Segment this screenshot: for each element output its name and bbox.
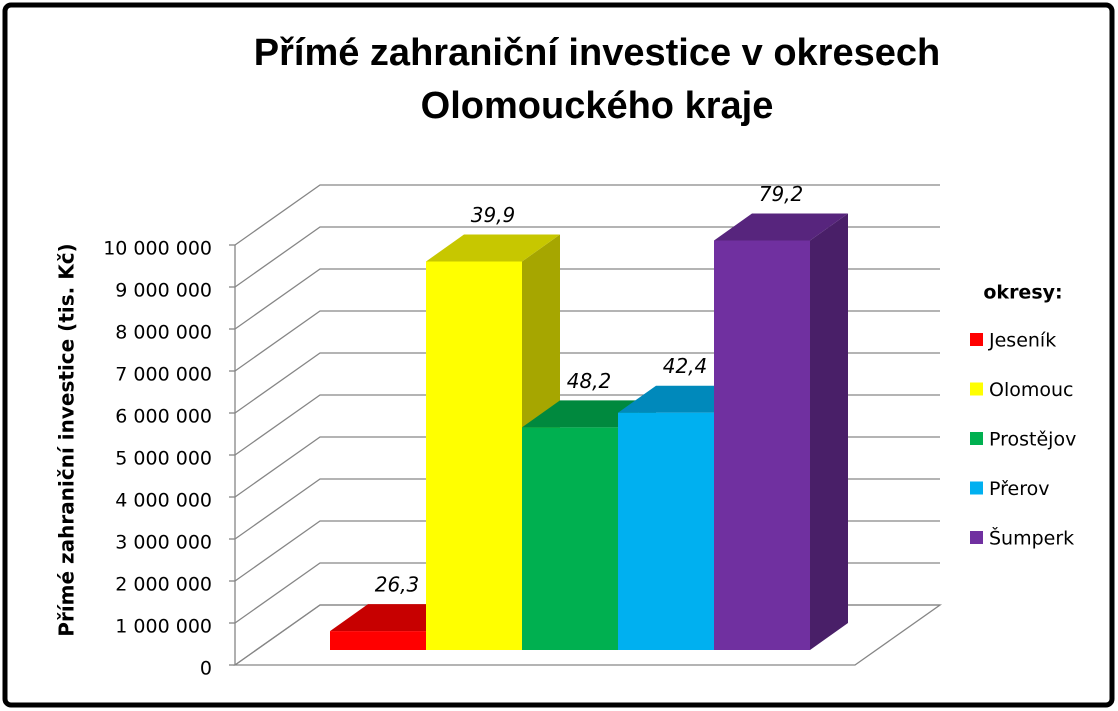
legend-title: okresy: [983, 282, 1062, 304]
data-label: 79,2 [759, 182, 804, 206]
data-label: 26,3 [375, 573, 420, 597]
bar [426, 261, 522, 650]
bar [714, 240, 810, 650]
y-tick-label: 6 000 000 [115, 406, 212, 428]
y-tick-label: 4 000 000 [115, 490, 212, 512]
legend-swatch [970, 531, 983, 544]
legend-swatch [970, 481, 983, 495]
legend-swatch [970, 333, 983, 346]
legend-label: Prostějov [989, 429, 1076, 451]
grid-line [234, 184, 940, 246]
data-label: 42,4 [663, 354, 708, 378]
bar [618, 412, 714, 650]
bar [330, 631, 426, 650]
y-tick-label: 9 000 000 [115, 280, 212, 302]
y-tick-label: 1 000 000 [115, 616, 212, 638]
bar-top [714, 213, 848, 241]
legend-swatch [970, 382, 983, 396]
data-label: 48,2 [567, 369, 612, 393]
chart-title: Přímé zahraniční investice v okresech [254, 32, 940, 74]
legend-swatch [970, 432, 983, 445]
legend-label: Olomouc [989, 379, 1073, 401]
data-label: 39,9 [471, 203, 516, 227]
y-tick-label: 3 000 000 [115, 532, 212, 554]
y-tick-label: 5 000 000 [115, 448, 212, 470]
y-tick-label: 7 000 000 [115, 364, 212, 386]
bar-side [810, 213, 848, 650]
legend-label: Přerov [989, 478, 1049, 500]
y-axis-label: Přímé zahraniční investice (tis. Kč) [55, 243, 79, 636]
bar [522, 427, 618, 650]
chart-title: Olomouckého kraje [421, 85, 774, 127]
y-tick-label: 8 000 000 [115, 322, 212, 344]
y-tick-label: 10 000 000 [103, 238, 212, 260]
legend-label: Šumperk [989, 526, 1074, 550]
legend-label: Jeseník [988, 330, 1056, 352]
y-tick-label: 0 [200, 658, 212, 680]
bar-top [426, 234, 560, 262]
y-tick-label: 2 000 000 [115, 574, 212, 596]
